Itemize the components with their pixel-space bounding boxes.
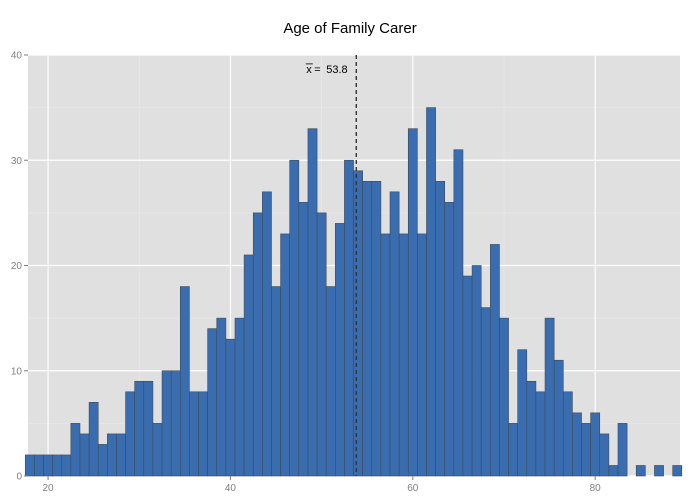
histogram-bar	[61, 454, 72, 477]
histogram-bar	[389, 191, 400, 477]
histogram-bar	[170, 370, 181, 477]
x-tick-label: 60	[407, 483, 419, 494]
y-tick-label: 10	[11, 366, 23, 377]
histogram-bar	[52, 454, 63, 477]
chart-title: Age of Family Carer	[283, 20, 417, 37]
histogram-bar	[280, 233, 291, 477]
y-axis: 0 10 20 30 40	[11, 51, 28, 483]
histogram-bar	[262, 191, 272, 477]
histogram-bar	[234, 317, 245, 477]
histogram-bar	[654, 465, 664, 477]
histogram-bar	[535, 391, 546, 477]
histogram-bar	[353, 170, 363, 477]
histogram-bar	[88, 402, 99, 477]
histogram-bar	[426, 107, 436, 477]
x-axis: 20 40 60 80	[42, 476, 601, 494]
histogram-bar	[590, 412, 601, 477]
histogram-bar	[380, 233, 391, 477]
histogram-bar	[161, 370, 172, 477]
histogram-bar	[635, 465, 646, 477]
histogram-bar	[599, 433, 610, 477]
histogram-bar	[444, 202, 455, 477]
histogram-bar	[362, 181, 373, 477]
histogram-bar	[398, 233, 409, 477]
mean-equals: =	[314, 64, 320, 76]
histogram-bar	[271, 286, 281, 477]
histogram-bar	[562, 391, 573, 477]
histogram-bar	[225, 338, 236, 477]
histogram-bar	[24, 454, 35, 477]
histogram-bar	[116, 433, 126, 477]
histogram-bar	[34, 454, 44, 477]
histogram-bar	[316, 212, 327, 477]
y-tick-label: 20	[11, 261, 23, 272]
histogram-bar	[499, 317, 509, 477]
histogram-bar	[198, 391, 208, 477]
histogram-bar	[325, 286, 336, 477]
histogram-bar	[43, 454, 53, 477]
histogram-bar	[189, 391, 199, 477]
mean-symbol: x	[306, 64, 312, 76]
histogram-bar	[581, 423, 591, 477]
histogram-bar	[79, 433, 90, 477]
histogram-bar	[453, 149, 464, 477]
histogram-bars	[24, 107, 683, 477]
histogram-bar	[526, 380, 537, 477]
x-tick-label: 40	[225, 483, 237, 494]
histogram-bar	[344, 159, 354, 477]
histogram-bar	[490, 244, 500, 477]
histogram-bar	[407, 128, 418, 477]
histogram-bar	[70, 423, 81, 477]
histogram-bar	[107, 433, 117, 477]
histogram-bar	[134, 380, 145, 477]
histogram-bar	[608, 465, 619, 477]
histogram-bar	[298, 202, 309, 477]
histogram-bar	[508, 423, 518, 477]
histogram-bar	[553, 359, 564, 477]
histogram-bar	[462, 275, 473, 477]
histogram-bar	[307, 128, 318, 477]
histogram-bar	[207, 328, 218, 477]
mean-annotation: x = 53.8	[305, 63, 348, 76]
x-tick-label: 80	[590, 483, 602, 494]
histogram-bar	[335, 223, 345, 477]
histogram-bar	[435, 181, 446, 477]
histogram-bar	[152, 423, 163, 477]
histogram-bar	[125, 391, 135, 477]
histogram-bar	[544, 317, 555, 477]
histogram-bar	[179, 286, 190, 477]
histogram-bar	[517, 349, 528, 477]
histogram-bar	[371, 181, 382, 477]
histogram-bar	[97, 444, 108, 477]
histogram-bar	[617, 423, 628, 477]
histogram-bar	[216, 317, 227, 477]
histogram-bar	[243, 254, 254, 477]
histogram-bar	[672, 465, 683, 477]
histogram-bar	[572, 412, 582, 477]
x-tick-label: 20	[42, 483, 54, 494]
mean-value: 53.8	[326, 64, 347, 76]
y-tick-label: 0	[16, 472, 22, 483]
histogram-bar	[417, 233, 427, 477]
histogram-bar	[480, 307, 491, 477]
histogram-bar	[252, 212, 263, 477]
histogram-bar	[143, 380, 154, 477]
y-tick-label: 40	[11, 51, 23, 62]
histogram-bar	[289, 159, 300, 477]
histogram-bar	[471, 265, 482, 477]
y-tick-label: 30	[11, 156, 23, 167]
